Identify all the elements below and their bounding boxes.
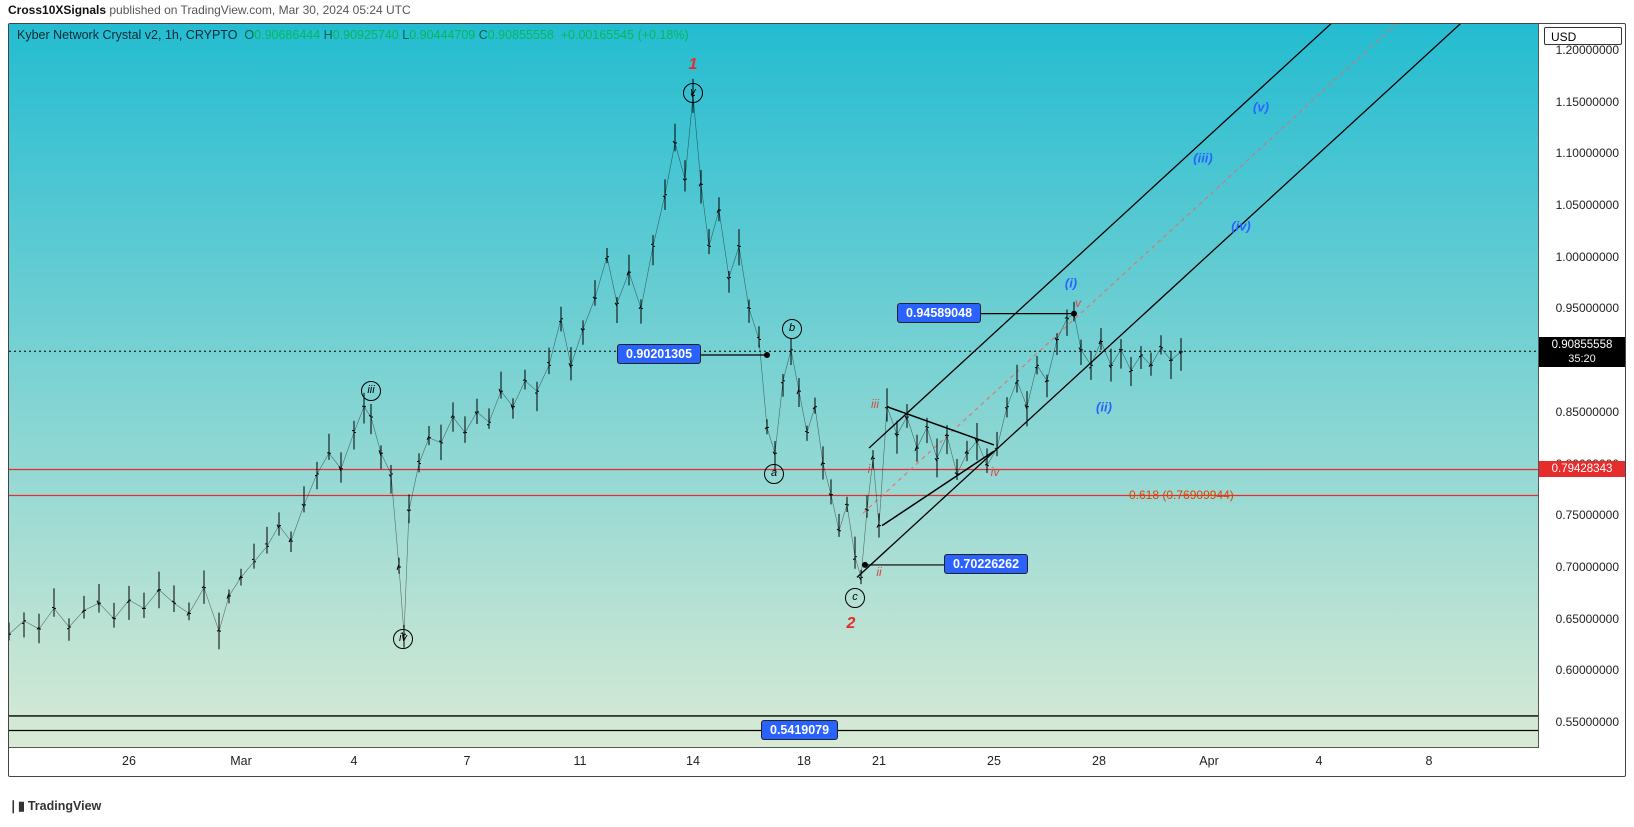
wave-circled: c [845, 588, 865, 608]
price-axis[interactable]: 0.55000000 0.60000000 0.65000000 0.70000000… [1538, 24, 1625, 748]
x-tick: 7 [464, 754, 471, 768]
y-tick: 0.70000000 [1556, 560, 1619, 574]
x-tick: 11 [574, 754, 587, 768]
x-tick: Apr [1199, 754, 1218, 768]
last-price-badge: 0.9085555835:20 [1539, 337, 1625, 367]
x-tick: 18 [797, 754, 811, 768]
time-axis[interactable]: 26 Mar 4 7 11 14 18 21 25 28 Apr 4 8 [9, 747, 1539, 776]
wave-projection: (iv) [1231, 218, 1251, 233]
y-tick: 0.75000000 [1556, 508, 1619, 522]
x-tick: 4 [351, 754, 358, 768]
y-tick: 0.85000000 [1556, 405, 1619, 419]
wave-projection: (i) [1065, 275, 1077, 290]
wave-degree-large: 2 [847, 615, 856, 633]
y-tick: 1.10000000 [1556, 146, 1619, 160]
x-tick: 21 [872, 754, 886, 768]
x-tick: Mar [230, 754, 252, 768]
wave-degree-large: 1 [689, 56, 698, 74]
x-tick: 4 [1316, 754, 1323, 768]
wave-minor: v [1075, 296, 1081, 310]
y-tick: 0.95000000 [1556, 301, 1619, 315]
x-tick: 14 [686, 754, 700, 768]
alert-price-badge: 0.79428343 [1539, 461, 1625, 477]
y-tick: 1.15000000 [1556, 95, 1619, 109]
wave-minor: iv [991, 465, 1000, 479]
y-tick: 0.60000000 [1556, 663, 1619, 677]
y-tick: 0.65000000 [1556, 612, 1619, 626]
x-tick: 26 [122, 754, 136, 768]
fib-label: 0.618 (0.76909944) [1129, 488, 1234, 502]
x-tick: 8 [1426, 754, 1433, 768]
y-tick: 1.05000000 [1556, 198, 1619, 212]
y-tick: 0.55000000 [1556, 715, 1619, 729]
publish-header: Cross10XSignals published on TradingView… [0, 0, 1634, 23]
y-tick: 1.20000000 [1556, 43, 1619, 57]
wave-minor: iii [871, 397, 879, 411]
chart-container[interactable]: Kyber Network Crystal v2, 1h, CRYPTO O0.… [8, 23, 1626, 777]
price-callout: 0.70226262 [944, 554, 1028, 574]
wave-projection: (v) [1253, 99, 1269, 114]
price-callout: 0.90201305 [617, 344, 701, 364]
wave-minor: i [868, 462, 871, 476]
wave-circled: iii [361, 381, 381, 401]
symbol-legend: Kyber Network Crystal v2, 1h, CRYPTO O0.… [17, 28, 689, 42]
wave-projection: (ii) [1096, 399, 1112, 414]
wave-circled: v [683, 83, 703, 103]
wave-minor: ii [876, 565, 881, 579]
x-tick: 28 [1092, 754, 1106, 768]
wave-projection: (iii) [1193, 151, 1213, 166]
x-tick: 25 [987, 754, 1001, 768]
price-callout: 0.94589048 [897, 303, 981, 323]
tradingview-logo: ❘▮ TradingView [8, 798, 101, 813]
y-tick: 1.00000000 [1556, 250, 1619, 264]
wave-circled: iv [393, 629, 413, 649]
wave-circled: b [782, 319, 802, 339]
price-callout: 0.5419079 [761, 720, 838, 740]
price-chart[interactable] [9, 24, 1539, 748]
wave-circled: a [764, 464, 784, 484]
